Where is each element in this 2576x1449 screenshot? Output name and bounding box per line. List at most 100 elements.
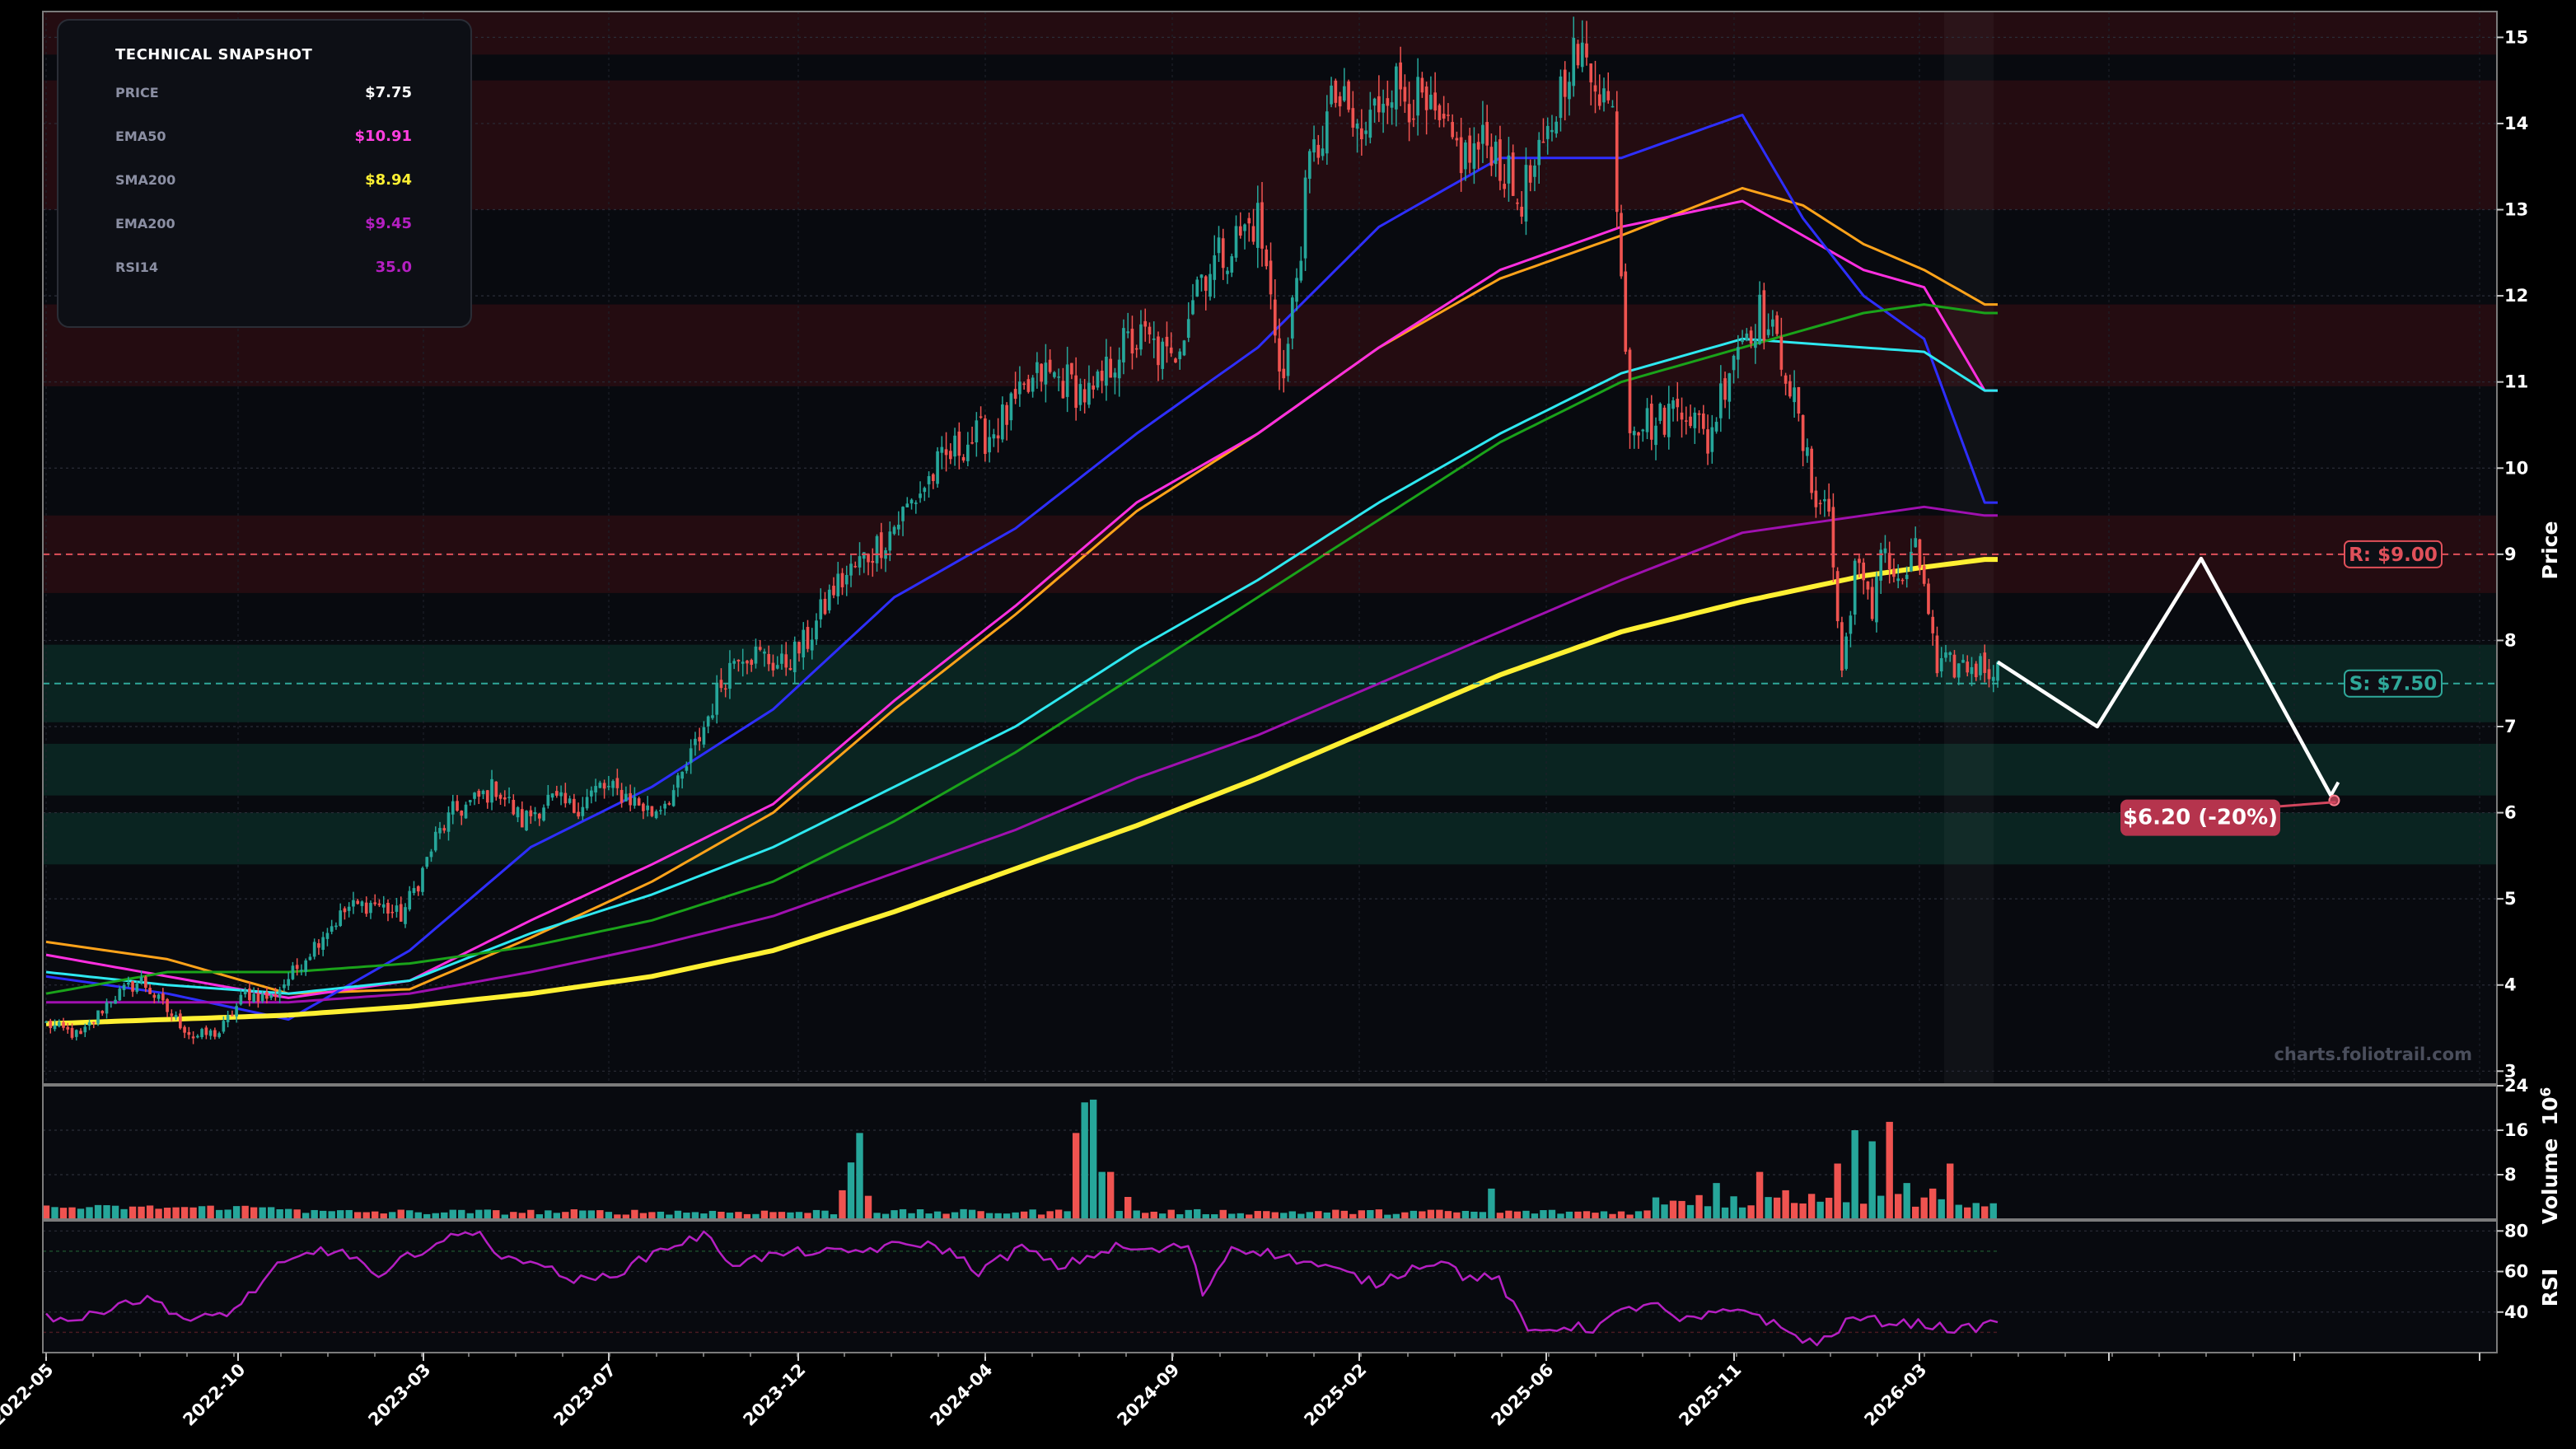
candle-body: [1148, 326, 1152, 334]
price-tick-label: 14: [2504, 114, 2528, 133]
candle-body: [1152, 338, 1156, 340]
volume-bar: [1522, 1210, 1530, 1219]
candle-body: [642, 803, 645, 811]
candle-body: [1745, 333, 1749, 340]
volume-bar: [1159, 1213, 1166, 1219]
candle-body: [1554, 121, 1559, 134]
candle-body: [135, 984, 139, 993]
candle-body: [1174, 358, 1177, 363]
candle-body: [1628, 349, 1632, 433]
candle-body: [1559, 76, 1563, 119]
candle-body: [283, 984, 286, 989]
candle-body: [819, 599, 823, 619]
candle-body: [498, 794, 503, 799]
candle-body: [143, 976, 147, 989]
volume-bar: [535, 1214, 544, 1219]
candle-body: [1485, 122, 1489, 146]
volume-bar: [639, 1213, 648, 1219]
price-tick-label: 6: [2504, 803, 2517, 823]
candle-body: [1766, 329, 1770, 335]
candle-body: [1676, 399, 1680, 408]
volume-bar: [1297, 1213, 1305, 1219]
volume-bar: [873, 1213, 881, 1219]
candle-body: [1382, 104, 1385, 113]
candle-body: [321, 937, 325, 950]
candle-body: [1714, 422, 1718, 432]
candle-body: [767, 653, 771, 665]
volume-bar: [293, 1209, 301, 1219]
candle-body: [1087, 382, 1091, 405]
candle-body: [797, 642, 801, 654]
price-tick-label: 4: [2504, 975, 2517, 995]
candle-body: [867, 554, 870, 563]
candle-body: [1823, 499, 1826, 502]
candle-body: [433, 831, 437, 851]
candle-body: [1658, 404, 1662, 421]
candle-body: [1580, 42, 1584, 68]
candle-body: [741, 661, 745, 664]
candle-body: [485, 790, 489, 803]
candle-body: [1178, 351, 1182, 360]
volume-bar: [372, 1211, 379, 1219]
candle-body: [1788, 381, 1792, 397]
rsi-tick-label: 40: [2504, 1302, 2528, 1322]
volume-bar: [718, 1212, 725, 1219]
candle-body: [1896, 578, 1900, 582]
candle-body: [1775, 315, 1779, 334]
volume-bar: [484, 1209, 491, 1219]
candle-body: [849, 563, 853, 576]
candle-body: [1161, 341, 1165, 369]
candle-body: [629, 792, 632, 806]
volume-bar: [787, 1212, 794, 1219]
candle-body: [750, 660, 754, 666]
volume-bar: [1453, 1212, 1461, 1219]
volume-bar: [189, 1207, 197, 1219]
volume-bar: [1401, 1212, 1409, 1219]
candle-body: [1282, 368, 1286, 379]
candle-body: [1295, 278, 1298, 302]
volume-bar: [180, 1207, 189, 1219]
volume-bar: [908, 1213, 915, 1219]
candle-body: [239, 994, 243, 1005]
volume-bar: [250, 1207, 258, 1219]
volume-bar: [1669, 1200, 1677, 1219]
volume-bar: [1054, 1209, 1063, 1219]
candle-body: [1693, 412, 1697, 428]
volume-bar: [1807, 1194, 1816, 1219]
candle-body: [317, 943, 320, 948]
candle-body: [858, 556, 862, 568]
candle-body: [1424, 86, 1428, 110]
candle-body: [948, 451, 952, 460]
volume-bar: [1133, 1210, 1140, 1219]
volume-axis-title: Volume: [2538, 1138, 2562, 1225]
candle-body: [161, 993, 165, 1001]
volume-bar: [856, 1133, 863, 1219]
snapshot-row-value: 35.0: [376, 259, 412, 276]
price-axis-title: Price: [2538, 521, 2562, 580]
candle-body: [166, 998, 169, 1012]
candle-body: [1935, 635, 1939, 674]
candle-body: [663, 803, 666, 809]
snapshot-row-label: PRICE: [115, 85, 159, 100]
candle-body: [360, 901, 364, 906]
candle-body: [1321, 148, 1325, 157]
volume-bar: [259, 1207, 266, 1219]
volume-bar: [1020, 1211, 1028, 1219]
candle-body: [1784, 375, 1788, 384]
candle-body: [66, 1026, 70, 1030]
candle-body: [667, 803, 671, 805]
candle-body: [1952, 654, 1957, 678]
candle-body: [1568, 82, 1571, 100]
candle-body: [1096, 371, 1100, 388]
volume-bar: [311, 1209, 318, 1219]
volume-bars: [42, 1099, 1997, 1219]
volume-bar: [1098, 1171, 1106, 1219]
candle-body: [1641, 429, 1645, 432]
candle-body: [334, 925, 338, 928]
moving-averages: [45, 114, 1998, 1026]
volume-bar: [735, 1212, 742, 1219]
candle-body: [1853, 560, 1857, 615]
volume-bar: [553, 1213, 561, 1219]
candle-body: [1797, 386, 1801, 414]
candle-body: [1092, 385, 1096, 390]
